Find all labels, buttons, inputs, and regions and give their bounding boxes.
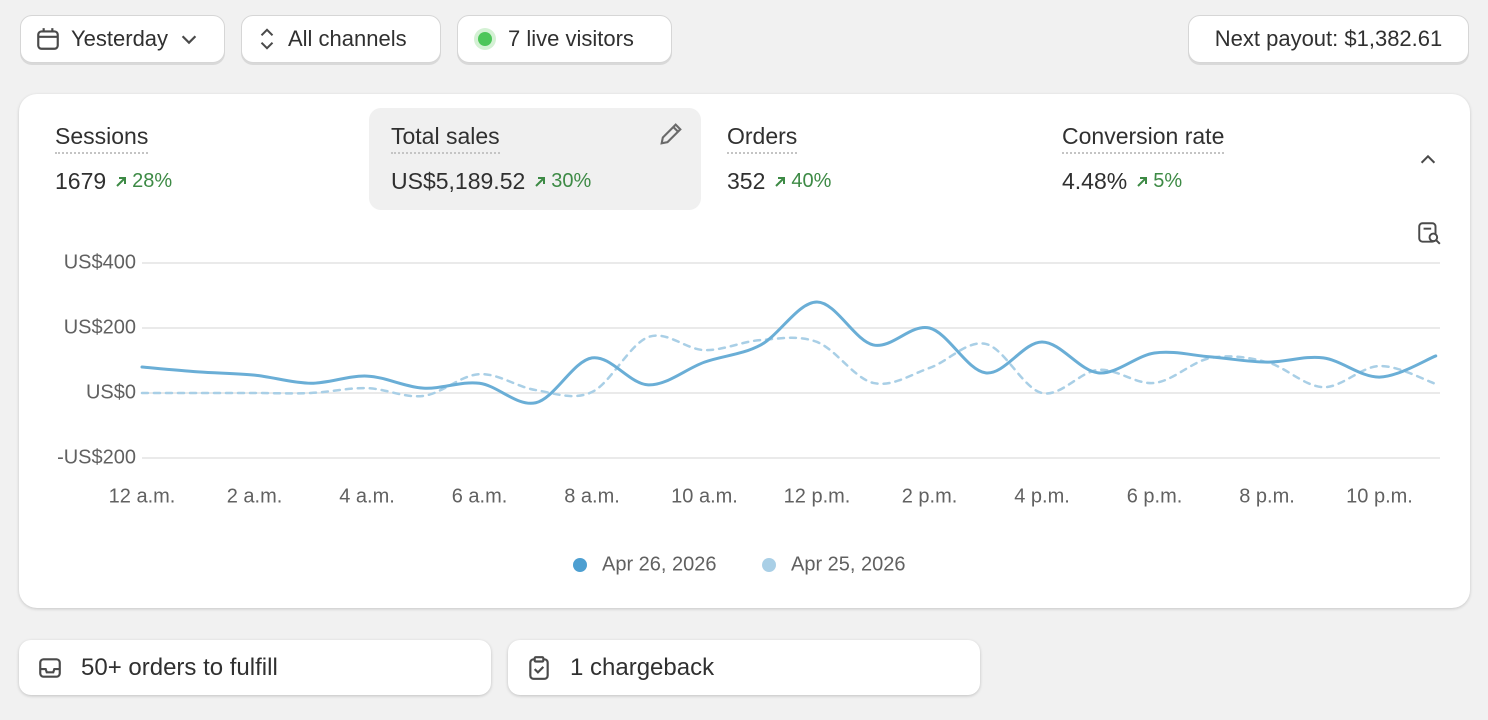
metric-label: Sessions <box>55 123 149 154</box>
date-filter[interactable]: Yesterday <box>20 15 225 63</box>
task-label: 50+ orders to fulfill <box>81 653 278 681</box>
payout-button[interactable]: Next payout: $1,382.61 <box>1188 15 1469 63</box>
task-label: 1 chargeback <box>570 653 715 681</box>
live-visitors[interactable]: 7 live visitors <box>457 15 672 63</box>
metric-change: 30% <box>551 170 592 192</box>
metric-change: 5% <box>1153 170 1183 192</box>
up-arrow <box>116 176 127 187</box>
metric-change: 40% <box>791 170 832 192</box>
channel-filter[interactable]: All channels <box>241 15 441 63</box>
up-arrow <box>1137 176 1148 187</box>
live-visitors-label: 7 live visitors <box>508 26 634 51</box>
metric-value: 352 <box>727 168 766 194</box>
channel-filter-label: All channels <box>288 26 407 51</box>
metric-label: Orders <box>727 123 798 154</box>
metric-change-row: 40% <box>773 170 831 193</box>
live-dot <box>474 28 496 50</box>
metric-value: 1679 <box>55 168 107 194</box>
metric-value-row: US$5,189.52 30% <box>391 168 591 195</box>
task-card[interactable]: 1 chargeback <box>508 640 980 695</box>
metric-tab[interactable]: Sessions 1679 28% <box>33 108 365 210</box>
collapse-icon[interactable] <box>1417 149 1439 171</box>
metric-tab[interactable]: Orders 352 40% <box>705 108 1037 210</box>
metric-value-row: 4.48% 5% <box>1062 168 1182 195</box>
edit-icon[interactable] <box>657 120 685 148</box>
metric-tab[interactable]: Conversion rate 4.48% 5% <box>1040 108 1372 210</box>
metric-label: Conversion rate <box>1062 123 1225 154</box>
metric-label: Total sales <box>391 123 500 154</box>
metric-change-row: 5% <box>1135 170 1182 193</box>
clipboard-icon <box>529 655 549 680</box>
metric-value: 4.48% <box>1062 168 1128 194</box>
up-arrow <box>775 176 786 187</box>
metric-value-row: 352 40% <box>727 168 831 195</box>
metric-tab-active[interactable]: Total sales US$5,189.52 30% <box>369 108 701 210</box>
date-filter-label: Yesterday <box>71 26 169 51</box>
sort-icon <box>260 28 274 50</box>
metric-value-row: 1679 28% <box>55 168 172 195</box>
inbox-icon <box>39 657 61 678</box>
calendar-icon <box>37 28 59 50</box>
chart-search-icon[interactable] <box>1416 220 1442 246</box>
chevron-down <box>181 35 197 45</box>
analytics-card: Sessions 1679 28% Total sales US$5,189.5… <box>19 94 1470 608</box>
task-card[interactable]: 50+ orders to fulfill <box>19 640 491 695</box>
payout-label: Next payout: $1,382.61 <box>1214 26 1443 51</box>
metric-value: US$5,189.52 <box>391 168 526 194</box>
up-arrow <box>535 176 546 187</box>
metric-change-row: 30% <box>533 170 591 193</box>
metric-change: 28% <box>132 170 173 192</box>
metric-change-row: 28% <box>114 170 172 193</box>
